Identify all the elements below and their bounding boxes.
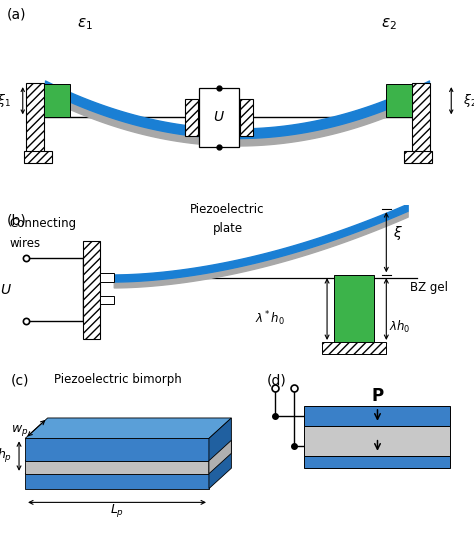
Bar bbox=[83, 240, 100, 339]
Bar bbox=[44, 84, 70, 117]
Text: $U$: $U$ bbox=[0, 283, 12, 297]
Text: $\xi$: $\xi$ bbox=[393, 224, 403, 243]
Polygon shape bbox=[25, 474, 209, 489]
Text: $\lambda^* h_0$: $\lambda^* h_0$ bbox=[255, 309, 285, 328]
Bar bbox=[304, 456, 450, 468]
Text: $L_p$: $L_p$ bbox=[110, 503, 124, 520]
Text: Piezoelectric: Piezoelectric bbox=[190, 203, 265, 216]
Polygon shape bbox=[25, 439, 209, 461]
Bar bbox=[24, 151, 52, 163]
Text: $w_p$: $w_p$ bbox=[11, 423, 28, 438]
Text: Connecting: Connecting bbox=[9, 217, 77, 230]
Text: (b): (b) bbox=[7, 213, 27, 227]
Text: plate: plate bbox=[212, 222, 243, 235]
Text: $\mathbf{P}$: $\mathbf{P}$ bbox=[371, 387, 384, 405]
Bar bbox=[386, 84, 412, 117]
Text: BZ gel: BZ gel bbox=[410, 281, 448, 294]
Bar bbox=[412, 83, 430, 152]
Text: $h_p$: $h_p$ bbox=[0, 447, 12, 465]
Bar bbox=[304, 426, 450, 456]
Bar bbox=[100, 273, 114, 282]
Text: $U$: $U$ bbox=[213, 110, 225, 124]
Text: $\xi_2$: $\xi_2$ bbox=[464, 92, 474, 109]
Polygon shape bbox=[209, 418, 231, 489]
Bar bbox=[404, 151, 432, 163]
Bar bbox=[26, 83, 44, 152]
Bar bbox=[322, 342, 386, 354]
Text: $\varepsilon_2$: $\varepsilon_2$ bbox=[381, 16, 397, 32]
Polygon shape bbox=[209, 440, 231, 474]
Bar bbox=[100, 296, 114, 304]
Text: $\xi_1$: $\xi_1$ bbox=[0, 92, 11, 109]
Polygon shape bbox=[25, 440, 231, 461]
Bar bbox=[199, 88, 239, 147]
Bar bbox=[334, 275, 374, 343]
Text: (a): (a) bbox=[7, 8, 27, 22]
Bar bbox=[240, 99, 253, 136]
Text: (d): (d) bbox=[267, 374, 287, 388]
Text: $\lambda h_0$: $\lambda h_0$ bbox=[389, 319, 410, 335]
Text: $\varepsilon_1$: $\varepsilon_1$ bbox=[77, 16, 93, 32]
Text: (c): (c) bbox=[11, 373, 29, 387]
Bar bbox=[304, 406, 450, 426]
Bar bbox=[185, 99, 198, 136]
Text: wires: wires bbox=[9, 237, 41, 249]
Polygon shape bbox=[25, 461, 209, 474]
Polygon shape bbox=[25, 453, 231, 474]
Text: Piezoelectric bimorph: Piezoelectric bimorph bbox=[54, 373, 182, 386]
Polygon shape bbox=[25, 418, 231, 439]
